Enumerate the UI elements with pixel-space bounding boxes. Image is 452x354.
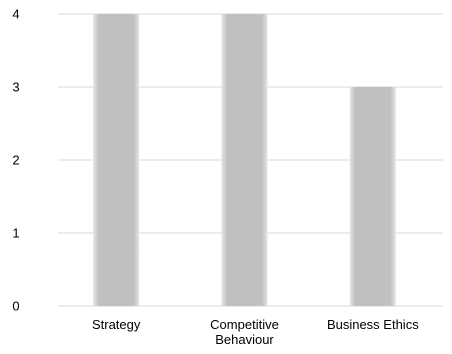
- x-tick-label: Business Ethics: [327, 317, 419, 332]
- y-tick-label: 3: [12, 80, 19, 95]
- x-axis-tick-labels: Strategy Competitive Behaviour Business Eth…: [92, 317, 419, 347]
- bar: [221, 14, 268, 306]
- x-tick-label: Strategy: [92, 317, 141, 332]
- bars: [93, 14, 396, 306]
- y-tick-label: 2: [12, 153, 19, 168]
- bar: [93, 14, 140, 306]
- bar: [349, 87, 396, 306]
- y-tick-label: 4: [12, 7, 19, 22]
- y-axis-tick-labels: 0 1 2 3 4: [12, 7, 19, 314]
- y-tick-label: 1: [12, 226, 19, 241]
- y-tick-label: 0: [12, 299, 19, 314]
- x-tick-label: Competitive Behaviour: [210, 317, 279, 347]
